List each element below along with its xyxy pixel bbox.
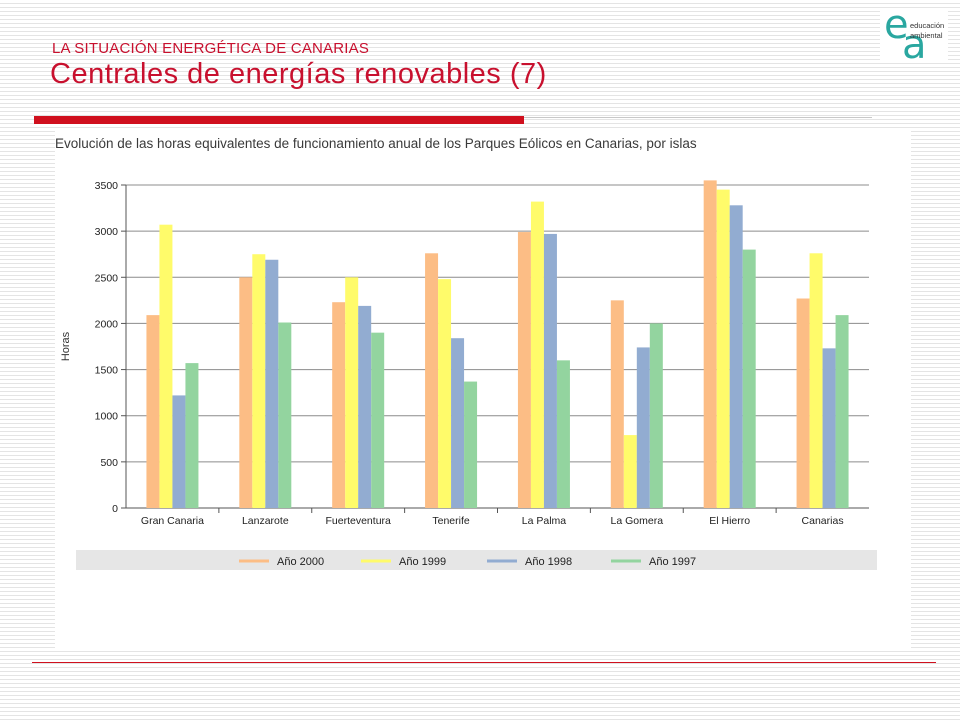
bar — [556, 360, 570, 508]
x-tick-label: Canarias — [802, 515, 844, 527]
y-tick-label: 3000 — [95, 226, 119, 238]
x-tick-label: El Hierro — [709, 515, 750, 527]
title-underline-red — [34, 116, 524, 124]
bar — [425, 253, 439, 508]
x-tick-label: La Palma — [522, 515, 567, 527]
legend-box — [76, 550, 877, 570]
bar — [451, 338, 465, 508]
bar — [610, 300, 624, 508]
legend-label: Año 2000 — [277, 556, 324, 568]
y-tick-label: 0 — [112, 503, 118, 515]
y-axis-label: Horas — [60, 331, 72, 361]
y-tick-label: 500 — [100, 457, 118, 469]
bar — [159, 224, 173, 508]
y-tick-label: 2000 — [95, 318, 119, 330]
bar — [543, 233, 557, 508]
bar — [172, 395, 186, 508]
bar — [278, 322, 292, 508]
x-tick-label: Gran Canaria — [141, 515, 204, 527]
legend-label: Año 1998 — [525, 556, 572, 568]
bar — [649, 323, 663, 508]
logo-text-ambiental: ambiental — [910, 31, 943, 40]
bar — [809, 253, 823, 508]
bar — [332, 302, 346, 508]
left-margin — [0, 0, 32, 720]
x-tick-label: Fuerteventura — [326, 515, 392, 527]
bar — [185, 363, 199, 508]
bar-chart: Evolución de las horas equivalentes de f… — [55, 136, 877, 570]
bar — [517, 232, 531, 508]
chart-title: Evolución de las horas equivalentes de f… — [55, 136, 697, 151]
bar — [729, 205, 743, 508]
chart-panel: Evolución de las horas equivalentes de f… — [55, 128, 911, 651]
bar — [623, 435, 637, 508]
bottom-rule — [32, 662, 936, 663]
bar — [796, 298, 810, 508]
bar — [252, 254, 266, 508]
bar — [371, 332, 385, 508]
bar — [146, 315, 160, 508]
x-tick-label: Lanzarote — [242, 515, 289, 527]
bar — [239, 277, 253, 508]
bar — [438, 279, 452, 508]
educacion-ambiental-logo: e a educación ambiental — [880, 2, 948, 68]
bar — [716, 189, 730, 508]
bar — [358, 305, 372, 508]
bar — [636, 347, 650, 508]
bar — [822, 348, 836, 508]
y-tick-label: 2500 — [95, 272, 119, 284]
bar — [265, 259, 279, 508]
x-tick-label: Tenerife — [432, 515, 470, 527]
legend-label: Año 1997 — [649, 556, 696, 568]
bar — [345, 277, 359, 508]
slide-title: Centrales de energías renovables (7) — [50, 58, 547, 90]
bar — [835, 315, 849, 508]
logo-text-educacion: educación — [910, 21, 945, 30]
y-tick-label: 1500 — [95, 365, 119, 377]
logo-letter-a: a — [902, 22, 927, 68]
bar — [530, 201, 544, 508]
bar — [742, 249, 756, 508]
slide-subtitle: LA SITUACIÓN ENERGÉTICA DE CANARIAS — [52, 40, 370, 57]
title-underline-grey — [524, 117, 872, 118]
y-tick-label: 1000 — [95, 411, 119, 423]
y-tick-label: 3500 — [95, 180, 119, 192]
logo-letter-e: e — [884, 2, 909, 48]
legend-label: Año 1999 — [399, 556, 446, 568]
bar — [464, 381, 478, 508]
x-tick-label: La Gomera — [611, 515, 664, 527]
bar — [703, 180, 717, 508]
